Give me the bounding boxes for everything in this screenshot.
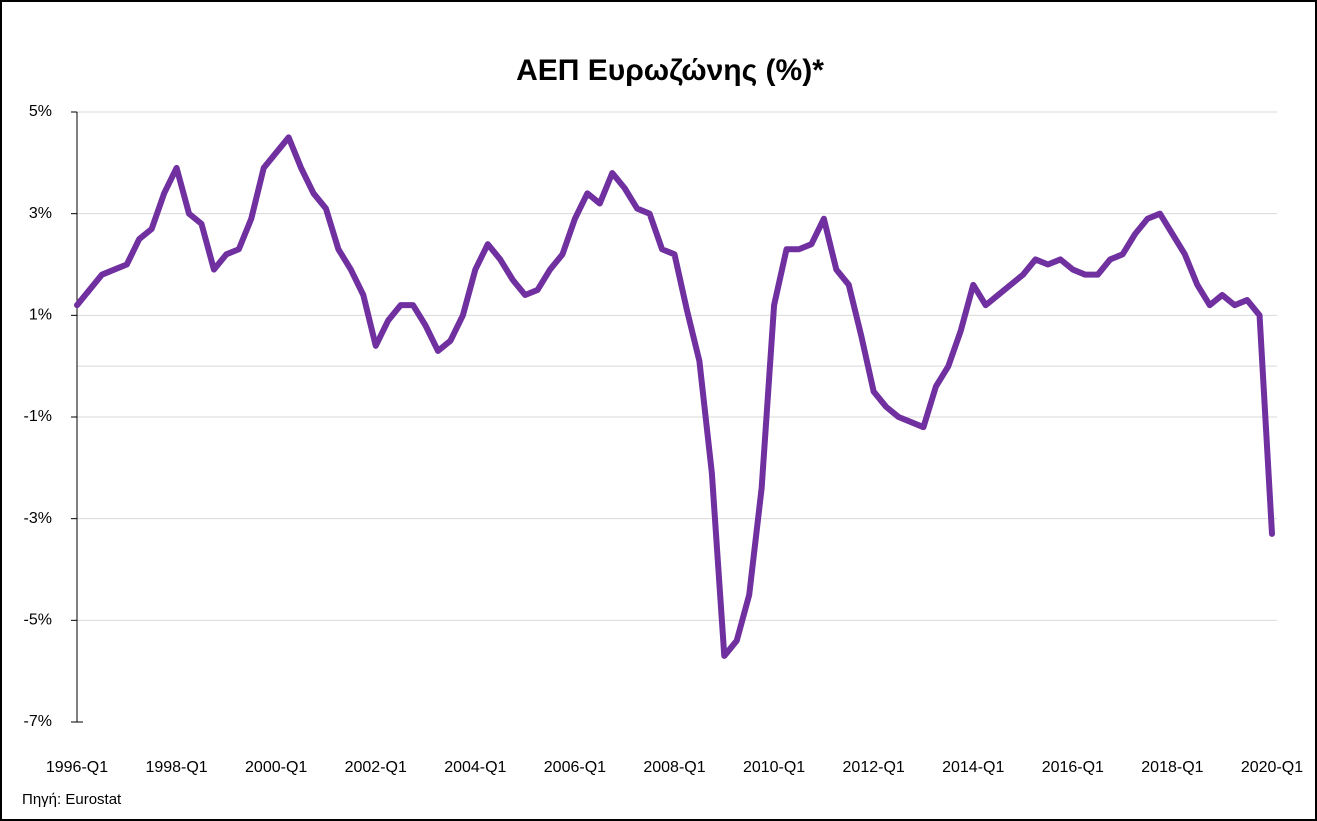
- data-line: [74, 134, 1275, 659]
- x-tick-label: 2000-Q1: [245, 759, 307, 776]
- y-tick-label: -7%: [24, 713, 52, 730]
- x-tick-label: 2010-Q1: [743, 759, 805, 776]
- x-tick-label: 2020-Q1: [1241, 759, 1303, 776]
- x-tick-label: 2004-Q1: [444, 759, 506, 776]
- x-tick-label: 2016-Q1: [1042, 759, 1104, 776]
- x-tick-label: 2006-Q1: [544, 759, 606, 776]
- x-tick-label: 1996-Q1: [46, 759, 108, 776]
- x-tick-label: 2002-Q1: [345, 759, 407, 776]
- y-tick-label: 5%: [29, 103, 52, 120]
- source-note: Πηγή: Eurostat: [22, 791, 122, 808]
- y-tick-label: -5%: [24, 612, 52, 629]
- y-tick-label: -1%: [24, 408, 52, 425]
- x-tick-label: 2014-Q1: [942, 759, 1004, 776]
- x-tick-label: 2018-Q1: [1141, 759, 1203, 776]
- x-tick-label: 1998-Q1: [145, 759, 207, 776]
- y-tick-label: 3%: [29, 205, 52, 222]
- y-tick-label: -3%: [24, 510, 52, 527]
- x-tick-label: 2008-Q1: [643, 759, 705, 776]
- x-tick-label: 2012-Q1: [843, 759, 905, 776]
- y-tick-label: 1%: [29, 307, 52, 324]
- chart-title: ΑΕΠ Ευρωζώνης (%)*: [516, 54, 824, 87]
